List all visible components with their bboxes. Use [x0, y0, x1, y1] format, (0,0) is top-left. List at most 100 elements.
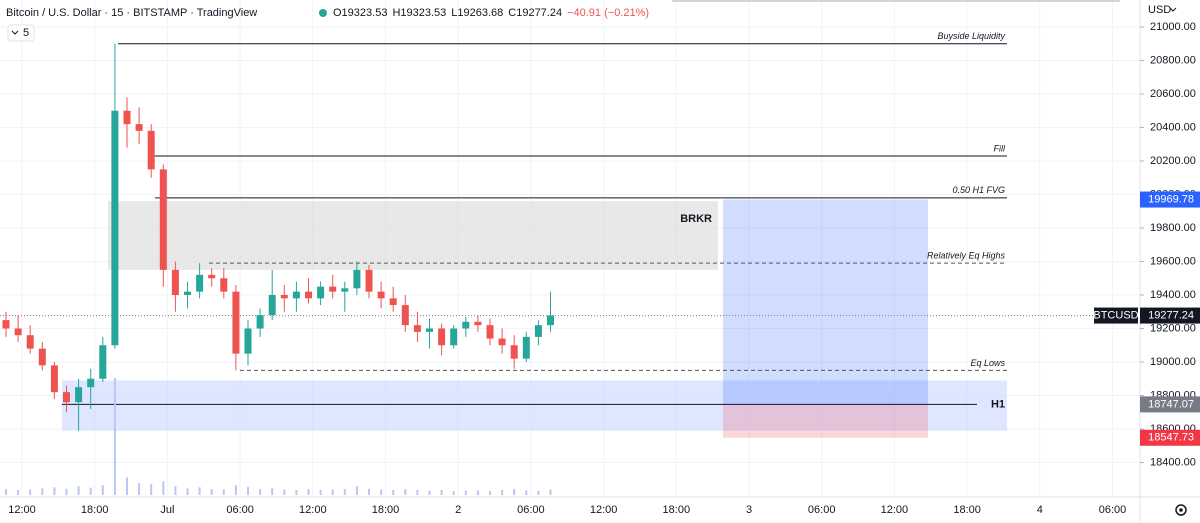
candle-body: [268, 294, 276, 316]
price-flag-label: 19969.78: [1148, 193, 1194, 205]
volume-bar: [174, 486, 177, 495]
volume-bar: [29, 489, 32, 495]
volume-bar: [77, 486, 80, 495]
x-tick-label: 12:00: [8, 504, 36, 516]
chevron: [1169, 7, 1177, 12]
chevron: [11, 30, 19, 35]
volume-bar: [271, 488, 274, 495]
y-tick-label: 19000.00: [1150, 356, 1196, 368]
volume-bar: [113, 378, 116, 495]
price-flag: [1140, 429, 1200, 446]
volume-bar: [464, 490, 467, 495]
volume-bar: [138, 483, 141, 495]
x-tick-label: 3: [746, 504, 752, 516]
indicators-toggle[interactable]: [7, 24, 35, 42]
volume-bar: [210, 489, 213, 495]
y-tick-label: 18400.00: [1150, 456, 1196, 468]
candle-body: [232, 291, 240, 354]
level-label: Buyside Liquidity: [937, 31, 1005, 41]
position-target: [723, 199, 928, 405]
volume-bar: [126, 477, 128, 495]
volume-bar: [380, 489, 383, 495]
settings-icon[interactable]: [1175, 504, 1187, 516]
volume-bar: [489, 491, 491, 495]
volume-bar: [440, 490, 443, 495]
ohlc-value: H19323.53: [392, 7, 446, 19]
volume-bar: [247, 486, 249, 495]
volume-bar: [186, 488, 189, 495]
candle-body: [75, 387, 83, 403]
y-tick-label: 20800.00: [1150, 54, 1196, 66]
candle-body: [280, 294, 288, 299]
candle-body: [220, 278, 228, 292]
candle-body: [486, 325, 494, 339]
x-tick-label: 18:00: [953, 504, 981, 516]
zone: [108, 201, 718, 270]
candle-body: [196, 274, 204, 292]
x-tick-label: 06:00: [808, 504, 836, 516]
volume-bar: [476, 490, 479, 495]
candle-body: [123, 110, 131, 125]
candle-body: [171, 269, 179, 295]
y-tick-label: 19200.00: [1150, 322, 1196, 334]
zone-label: BRKR: [680, 213, 712, 225]
volume-bar: [525, 490, 528, 495]
x-tick-label: 06:00: [226, 504, 254, 516]
volume-bar: [259, 489, 262, 495]
price-flag: [1140, 307, 1200, 324]
volume-bar: [198, 487, 201, 495]
ohlc-value: C19277.24: [508, 7, 562, 19]
ohlc-value: −40.91 (−0.21%): [567, 7, 649, 19]
volume-bar: [307, 489, 310, 495]
candle-body: [135, 124, 143, 131]
candle-body: [547, 315, 554, 326]
volume-bar: [404, 489, 407, 495]
candle-body: [63, 392, 70, 403]
candle-body: [244, 328, 252, 354]
volume-bar: [162, 481, 165, 495]
volume-bar: [416, 489, 419, 495]
y-tick-label: 20600.00: [1150, 88, 1196, 100]
price-flag: [1140, 191, 1200, 208]
y-tick-label: 21000.00: [1150, 21, 1196, 33]
price-flag-label: 18547.73: [1148, 432, 1194, 444]
volume-bar: [283, 489, 286, 495]
volume-bar: [150, 484, 153, 495]
volume-bar: [234, 485, 237, 495]
level-label: H1: [991, 398, 1005, 410]
header: Bitcoin / U.S. Dollar · 15 · BITSTAMP · …: [6, 4, 1187, 516]
candle-body: [474, 321, 482, 326]
volume-bar: [537, 490, 540, 495]
ohlc-value: O19323.53: [333, 7, 387, 19]
x-tick-label: 18:00: [663, 504, 691, 516]
currency[interactable]: USD: [1148, 4, 1171, 16]
volume-bar: [331, 489, 334, 495]
y-tick-label: 20200.00: [1150, 155, 1196, 167]
candle-body: [305, 291, 312, 299]
candle-body: [147, 130, 155, 170]
candle-body: [159, 169, 167, 270]
candle-body: [498, 338, 506, 346]
volume-bar: [101, 485, 104, 495]
candle-body: [365, 269, 373, 292]
x-tick-label: 18:00: [81, 504, 109, 516]
volume-bar: [452, 491, 455, 495]
candle-body: [50, 365, 58, 393]
candle-body: [510, 345, 518, 359]
candle-body: [184, 291, 191, 295]
x-tick-label: 2: [455, 504, 461, 516]
x-tick-label: 06:00: [517, 504, 545, 516]
price-flag: [1140, 396, 1200, 413]
candle-body: [111, 110, 119, 346]
volume-bar: [17, 490, 20, 495]
settings-icon-dot: [1179, 508, 1183, 512]
market-status: [319, 9, 327, 17]
candle-body: [292, 291, 300, 299]
candle-body: [389, 298, 397, 306]
x-tick-label: 06:00: [1099, 504, 1127, 516]
level-label: Eq Lows: [970, 358, 1005, 368]
ohlc-legend: O19323.53 H19323.53 L19263.68 C19277.24 −40.…: [333, 7, 649, 19]
x-tick-label: 12:00: [590, 504, 618, 516]
candle-body: [2, 320, 10, 329]
candle-body: [317, 286, 325, 299]
